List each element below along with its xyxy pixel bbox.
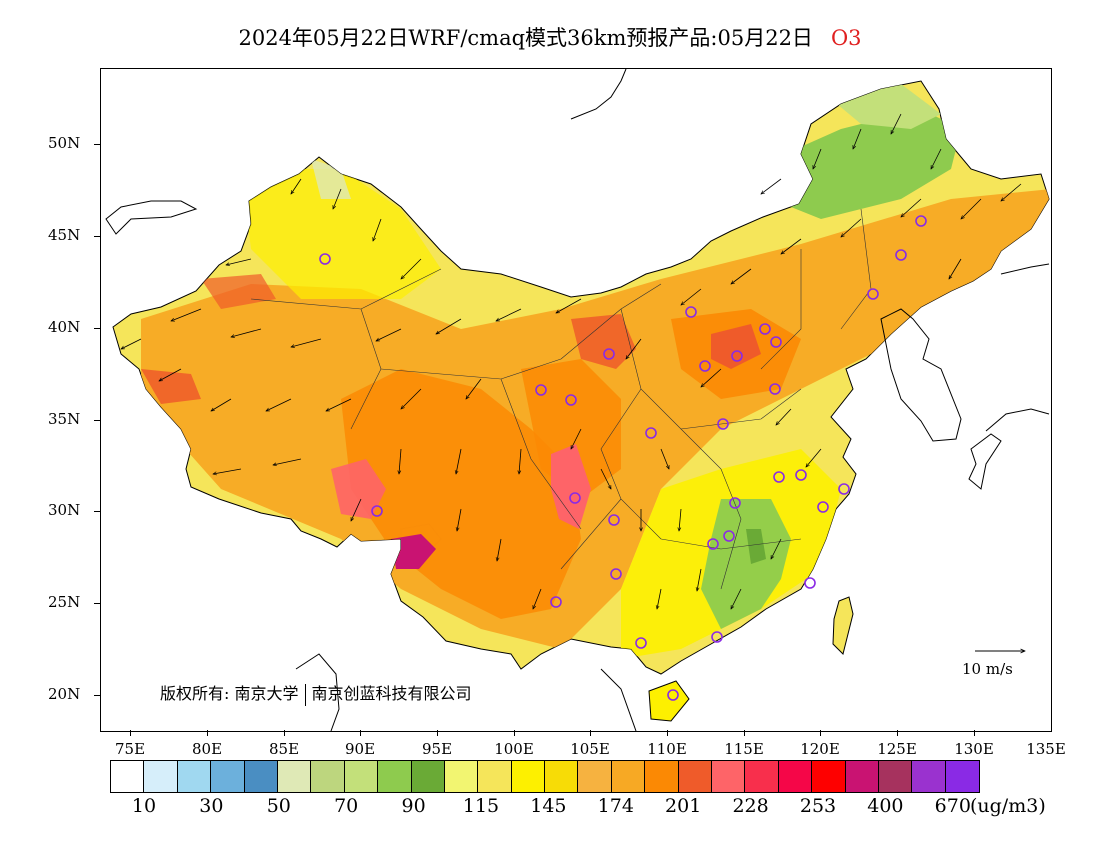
map-title: 2024年05月22日WRF/cmaq模式36km预报产品:05月22日 O3 [0, 22, 1100, 52]
lon-tick [514, 730, 515, 736]
copyright-divider [304, 683, 306, 706]
lon-label: 90E [344, 740, 376, 758]
lon-label: 85E [268, 740, 300, 758]
map-frame [100, 68, 1052, 732]
lon-label: 100E [494, 740, 534, 758]
lat-label: 25N [48, 593, 81, 611]
lon-tick [744, 730, 745, 736]
colorbar-swatch [845, 761, 879, 792]
colorbar-swatch [111, 761, 145, 792]
lon-tick [897, 730, 898, 736]
colorbar-label: 174 [597, 795, 634, 817]
copyright-org-2: 南京创蓝科技有限公司 [311, 684, 472, 703]
lon-tick [974, 730, 975, 736]
lon-tick [590, 730, 591, 736]
lat-tick [94, 695, 100, 696]
colorbar-label: 70 [334, 795, 359, 817]
colorbar-label: 400 [867, 795, 904, 817]
colorbar-label: 50 [266, 795, 291, 817]
colorbar-swatch [511, 761, 546, 792]
lon-tick [284, 730, 285, 736]
colorbar-swatch [945, 761, 980, 792]
wind-reference-label: 10 m/s [962, 660, 1013, 678]
lon-label: 115E [724, 740, 764, 758]
copyright-org-1: 南京大学 [234, 684, 299, 703]
colorbar-swatch [645, 761, 679, 792]
colorbar-label: 90 [401, 795, 426, 817]
lat-label: 50N [48, 134, 81, 152]
lon-label: 120E [800, 740, 840, 758]
colorbar-swatch [712, 761, 746, 792]
colorbar-swatch [878, 761, 913, 792]
lat-tick [94, 420, 100, 421]
lon-tick [360, 730, 361, 736]
lon-tick [667, 730, 668, 736]
colorbar-swatch [378, 761, 412, 792]
colorbar-swatch [311, 761, 345, 792]
colorbar-label: 228 [732, 795, 769, 817]
colorbar-swatch [211, 761, 245, 792]
colorbar-label: 145 [530, 795, 567, 817]
lon-label: 105E [570, 740, 610, 758]
lon-label: 95E [421, 740, 453, 758]
colorbar-swatch [812, 761, 846, 792]
lat-label: 35N [48, 410, 81, 428]
colorbar-swatch [478, 761, 512, 792]
lon-tick [437, 730, 438, 736]
species-label: O3 [830, 26, 862, 50]
o3-concentration-field [112, 80, 1050, 722]
lon-tick [207, 730, 208, 736]
colorbar-swatch [778, 761, 813, 792]
lat-tick [94, 511, 100, 512]
colorbar [110, 760, 981, 793]
colorbar-label: 10 [131, 795, 157, 817]
lat-label: 45N [48, 226, 81, 244]
colorbar-swatch [912, 761, 946, 792]
colorbar-swatch [545, 761, 579, 792]
lat-label: 40N [48, 318, 81, 336]
colorbar-swatch [144, 761, 178, 792]
wind-vectors [121, 113, 1022, 609]
colorbar-swatch [444, 761, 479, 792]
colorbar-label: 670 [934, 795, 971, 817]
hainan [648, 680, 690, 722]
province-borders [250, 208, 872, 590]
colorbar-swatch [411, 761, 445, 792]
lon-label: 130E [954, 740, 994, 758]
lat-tick [94, 236, 100, 237]
lon-label: 125E [877, 740, 917, 758]
colorbar-swatch [277, 761, 312, 792]
taiwan [832, 596, 854, 655]
lon-label: 110E [647, 740, 687, 758]
lon-label: 75E [114, 740, 146, 758]
map-canvas [105, 69, 1050, 731]
copyright-prefix: 版权所有: [160, 684, 230, 703]
colorbar-swatch [177, 761, 212, 792]
colorbar-label: 30 [199, 795, 224, 817]
lat-label: 20N [48, 685, 81, 703]
colorbar-unit: (ug/m3) [970, 795, 1046, 817]
lat-label: 30N [48, 501, 81, 519]
lon-label: 80E [191, 740, 223, 758]
colorbar-swatch [611, 761, 646, 792]
colorbar-label: 115 [462, 795, 500, 817]
colorbar-swatch [244, 761, 278, 792]
lat-tick [94, 603, 100, 604]
copyright-note: 版权所有: 南京大学 南京创蓝科技有限公司 [160, 680, 472, 706]
lat-tick [94, 328, 100, 329]
colorbar-swatch [578, 761, 612, 792]
lon-tick [130, 730, 131, 736]
neighbor-coastlines [105, 69, 1050, 731]
colorbar-label: 253 [799, 795, 837, 817]
colorbar-swatch [678, 761, 713, 792]
colorbar-label: 201 [665, 795, 702, 817]
lat-tick [94, 144, 100, 145]
colorbar-swatch [745, 761, 779, 792]
lon-label: 135E [1026, 740, 1066, 758]
lon-tick [820, 730, 821, 736]
city-markers [319, 215, 927, 701]
title-text: 2024年05月22日WRF/cmaq模式36km预报产品:05月22日 [238, 26, 813, 50]
colorbar-swatch [344, 761, 379, 792]
